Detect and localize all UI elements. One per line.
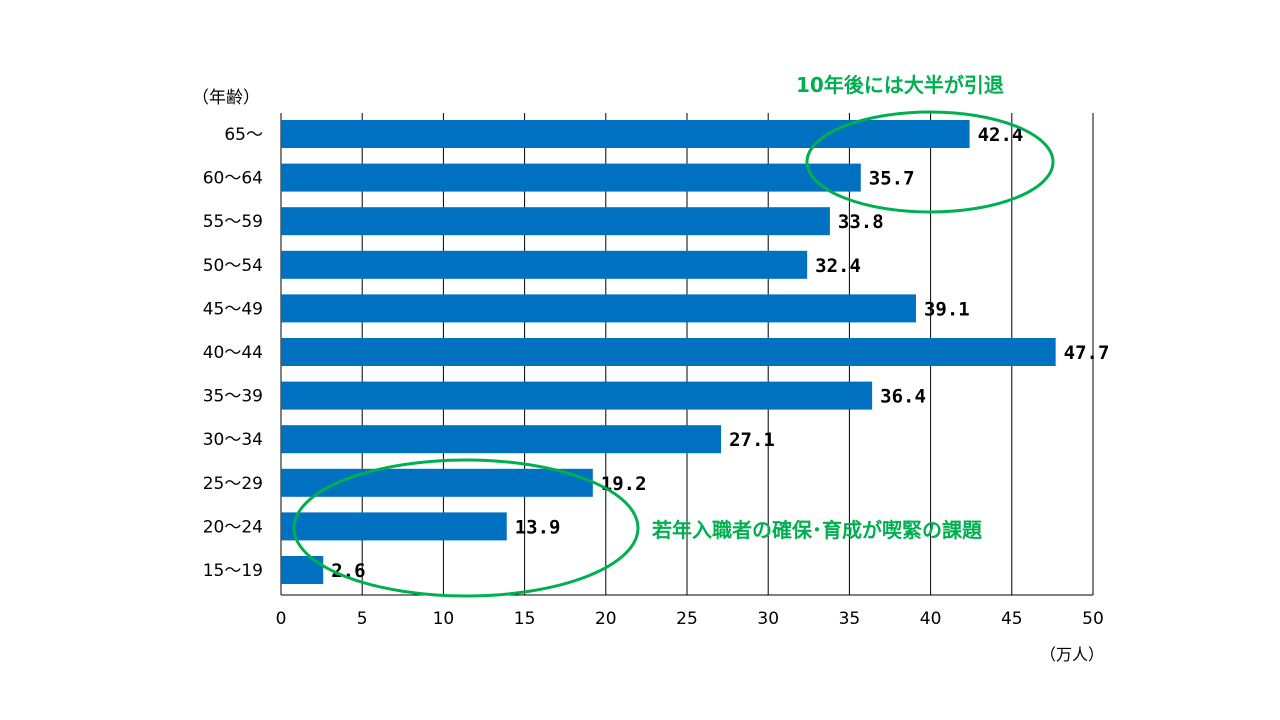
value-labels: 42.4 35.7 33.8 32.4 39.1 47.7 36.4 27.1 19.2 13.9… (331, 124, 1109, 582)
bar-40～44 (281, 338, 1056, 366)
value-label: 19.2 (601, 473, 647, 495)
x-axis-unit: （万人） (1040, 645, 1104, 664)
x-tick-label: 35 (839, 609, 861, 629)
x-tick-label: 25 (676, 609, 698, 629)
x-tick-label: 40 (920, 609, 942, 629)
bar-20～24 (281, 512, 507, 541)
category-label: 65～ (224, 125, 263, 145)
category-label: 35～39 (203, 387, 263, 407)
category-label: 30～34 (203, 430, 263, 450)
category-label: 40～44 (203, 343, 263, 363)
x-tick-label: 45 (1001, 609, 1023, 629)
x-tick-label: 0 (276, 609, 287, 629)
x-tick-label: 5 (357, 609, 368, 629)
value-label: 32.4 (815, 255, 861, 277)
category-label: 60～64 (203, 169, 263, 189)
x-tick-label: 10 (433, 609, 455, 629)
category-label: 15～19 (203, 561, 263, 581)
bar-30～34 (281, 425, 722, 454)
value-label: 36.4 (880, 386, 926, 408)
value-label: 47.7 (1064, 342, 1110, 364)
bar-25～29 (281, 468, 593, 497)
value-label: 27.1 (729, 429, 775, 451)
annotation-bottom: 若年入職者の確保･育成が喫緊の課題 (651, 518, 983, 542)
category-label: 50～54 (203, 256, 263, 276)
value-label: 39.1 (924, 298, 970, 320)
value-label: 2.6 (331, 560, 365, 582)
y-axis-title: （年齢） (192, 88, 260, 108)
bar-35～39 (281, 381, 873, 410)
highlight-ellipse-bottom (292, 458, 640, 598)
category-label: 20～24 (203, 517, 263, 537)
bar-55～59 (281, 207, 830, 236)
bar-65～ (281, 120, 970, 148)
bar-60～64 (281, 163, 861, 192)
value-label: 33.8 (838, 211, 884, 233)
bars (281, 120, 1056, 584)
category-labels: 65～ 60～64 55～59 50～54 45～49 40～44 35～39 30～34 25… (203, 125, 263, 581)
value-label: 35.7 (869, 168, 915, 190)
category-label: 45～49 (203, 299, 263, 319)
x-tick-label: 50 (1082, 609, 1104, 629)
x-tick-label: 30 (757, 609, 779, 629)
highlight-ellipse-top (805, 110, 1055, 214)
category-label: 25～29 (203, 474, 263, 494)
x-tick-label: 15 (514, 609, 536, 629)
category-label: 55～59 (203, 212, 263, 232)
value-label: 13.9 (515, 516, 561, 538)
value-label: 42.4 (978, 124, 1024, 146)
annotation-top: 10年後には大半が引退 (796, 73, 1004, 97)
bar-50～54 (281, 250, 808, 279)
x-tick-label: 20 (595, 609, 617, 629)
bar-45～49 (281, 294, 916, 323)
x-tick-labels: 0 5 10 15 20 25 30 35 40 45 50 (276, 609, 1104, 629)
